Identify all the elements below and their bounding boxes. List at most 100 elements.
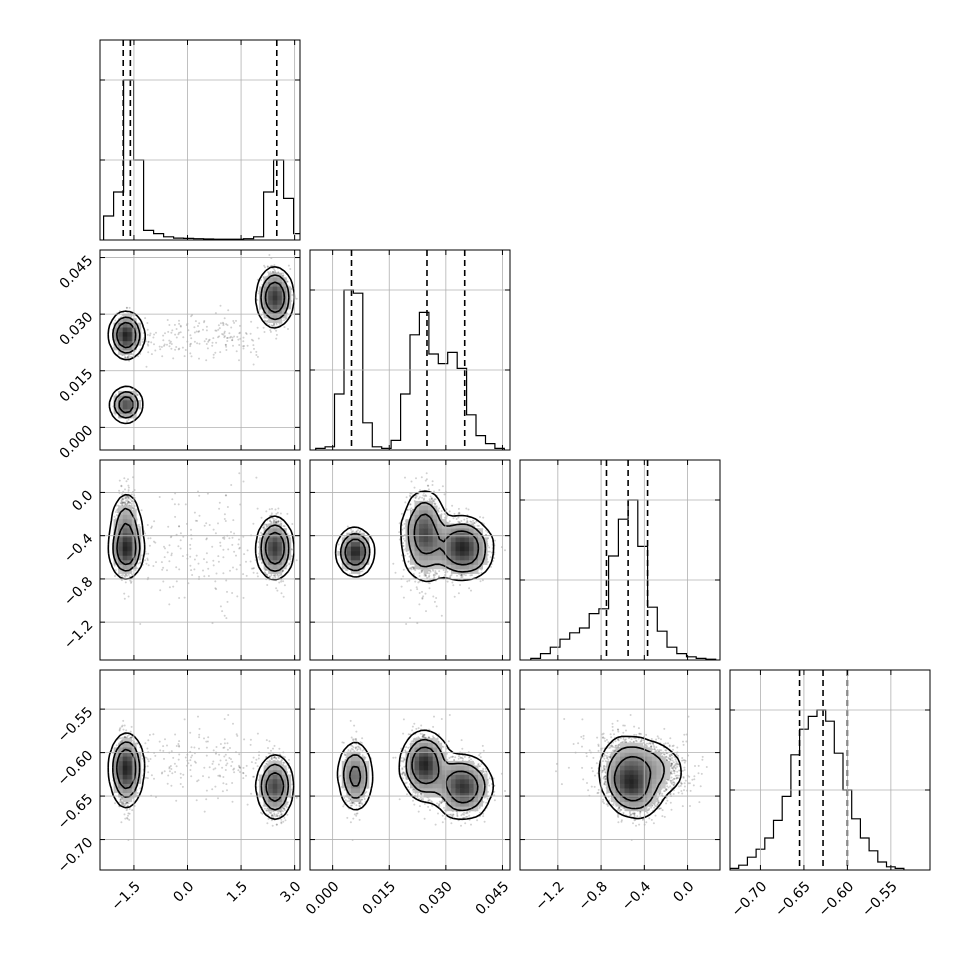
scatter-point (179, 331, 182, 334)
scatter-point (273, 521, 275, 524)
scatter-point (203, 320, 206, 322)
density-cell (268, 313, 273, 319)
scatter-point (202, 328, 204, 331)
scatter-point (243, 345, 246, 347)
density-cell (268, 290, 273, 296)
scatter-point (198, 342, 201, 345)
density-cell (272, 281, 278, 287)
density-cell (118, 336, 123, 342)
density-cell (127, 313, 133, 319)
scatter-point (127, 496, 130, 499)
scatter-point (271, 517, 274, 520)
scatter-point (153, 520, 156, 523)
density-cell (122, 336, 128, 342)
scatter-point (189, 345, 192, 348)
density-cell (281, 286, 287, 292)
scatter-point (170, 347, 173, 350)
scatter-point (119, 502, 122, 504)
scatter-point (221, 321, 224, 324)
scatter-point (169, 340, 172, 343)
scatter-point (253, 347, 255, 350)
scatter-point (130, 493, 133, 496)
density-cell (268, 309, 273, 314)
scatter-point (231, 536, 234, 539)
panel-frame (99, 249, 301, 451)
scatter-point (166, 551, 169, 554)
density-cell (277, 300, 283, 305)
scatter-point (273, 269, 276, 272)
scatter-point (242, 347, 245, 350)
density-cell (286, 286, 292, 292)
scatter-point (147, 340, 150, 343)
scatter-point (283, 326, 286, 329)
scatter-point (184, 349, 187, 351)
scatter-point (287, 328, 289, 330)
density-cell (122, 390, 128, 396)
scatter-point (232, 519, 235, 522)
scatter-point (114, 569, 117, 572)
scatter-point (190, 337, 193, 340)
scatter-point (179, 539, 182, 542)
scatter-point (225, 579, 228, 582)
scatter-point (252, 344, 255, 347)
scatter-point (223, 336, 226, 339)
density-cell (113, 340, 119, 346)
scatter-point (273, 268, 276, 271)
scatter-point (178, 525, 181, 528)
scatter-point (158, 496, 161, 498)
scatter-point (215, 329, 218, 332)
scatter-point (273, 519, 276, 522)
scatter-point (211, 344, 214, 347)
scatter-point (231, 339, 234, 341)
density-cell (272, 277, 278, 283)
scatter-point (284, 318, 287, 321)
density-cell (268, 272, 273, 278)
scatter-point (170, 331, 173, 334)
scatter-point (263, 526, 266, 528)
scatter-point (203, 524, 206, 527)
scatter-point (189, 343, 192, 346)
scatter-point (178, 568, 181, 571)
scatter-point (264, 523, 267, 526)
scatter-point (263, 319, 266, 322)
scatter-point (232, 344, 234, 347)
scatter-point (206, 347, 209, 350)
scatter-point (286, 280, 289, 283)
scatter-point (177, 333, 180, 336)
scatter-point (242, 535, 245, 538)
scatter-point (124, 356, 127, 358)
scatter-point (214, 532, 217, 535)
scatter-point (295, 297, 298, 300)
density-cell (281, 313, 287, 319)
scatter-point (147, 576, 150, 579)
scatter-point (268, 575, 271, 578)
scatter-point (172, 357, 175, 360)
density-cell (127, 413, 133, 419)
density-cell (113, 327, 119, 333)
scatter-point (232, 320, 235, 322)
scatter-point (275, 323, 278, 326)
scatter-point (170, 343, 173, 345)
density-cell (277, 290, 283, 296)
scatter-point (256, 326, 259, 329)
scatter-point (150, 353, 153, 356)
density-cell (277, 295, 283, 301)
density-cell (122, 395, 128, 401)
density-cell (127, 390, 133, 396)
scatter-point (268, 323, 271, 326)
scatter-point (283, 319, 285, 322)
scatter-point (183, 355, 186, 358)
scatter-point (174, 492, 177, 495)
density-cell (277, 277, 283, 283)
scatter-point (228, 332, 231, 335)
scatter-point (147, 341, 150, 343)
density-cell (277, 313, 283, 319)
density-cell (277, 272, 283, 278)
density-cell (272, 309, 278, 314)
scatter-point (263, 571, 266, 574)
scatter-point (233, 335, 236, 338)
scatter-point (174, 348, 177, 351)
density-cell (122, 322, 128, 328)
scatter-point (277, 507, 280, 510)
scatter-point (226, 324, 229, 327)
